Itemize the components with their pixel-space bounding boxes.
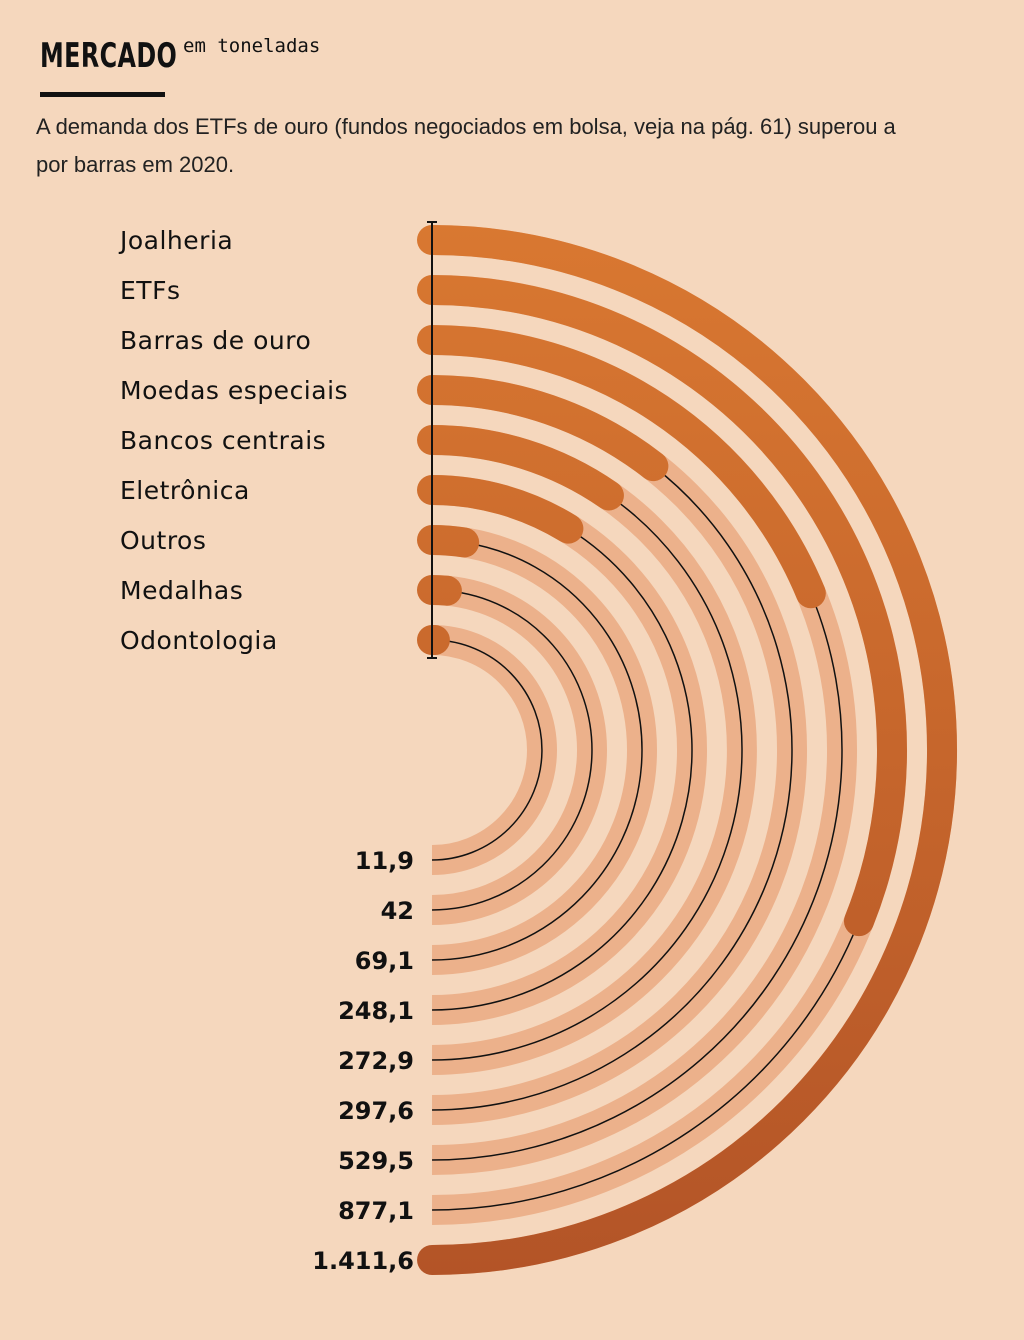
category-label: Moedas especiais — [120, 376, 348, 405]
value-label: 272,9 — [338, 1047, 414, 1075]
category-label: Outros — [120, 526, 206, 555]
leader-line — [432, 465, 793, 1111]
category-label: Eletrônica — [120, 476, 250, 505]
axis-group — [427, 221, 437, 659]
bar-arc — [417, 575, 462, 606]
bar-arc — [417, 375, 669, 482]
leader-line — [432, 589, 593, 911]
chart-title: MERCADO — [40, 36, 178, 76]
value-label: 69,1 — [355, 947, 414, 975]
leader-line — [432, 494, 743, 1061]
bar-group — [417, 225, 958, 1275]
title-underline — [40, 92, 165, 97]
bar-arc — [417, 325, 826, 609]
bar-arc — [417, 525, 480, 558]
leader-line — [432, 592, 843, 1161]
bar-arc — [417, 225, 958, 1275]
unit-label: em toneladas — [183, 35, 321, 57]
value-label: 297,6 — [338, 1097, 414, 1125]
value-label: 529,5 — [338, 1147, 414, 1175]
value-label: 42 — [381, 897, 414, 925]
bar-arc — [417, 475, 584, 544]
category-label: Odontologia — [120, 626, 278, 655]
value-label: 1.411,6 — [312, 1247, 414, 1275]
leader-group — [432, 465, 860, 1211]
value-label: 11,9 — [355, 847, 414, 875]
bar-arc — [417, 275, 907, 937]
leader-line — [432, 920, 860, 1211]
chart-subtitle: A demanda dos ETFs de ouro (fundos negoc… — [36, 114, 896, 177]
leader-line — [432, 541, 643, 961]
value-label: 877,1 — [338, 1197, 414, 1225]
bar-arc — [417, 425, 624, 511]
category-label: Medalhas — [120, 576, 243, 605]
track-arc — [431, 625, 557, 875]
value-label: 248,1 — [338, 997, 414, 1025]
category-label: Bancos centrais — [120, 426, 326, 455]
category-label: ETFs — [120, 276, 180, 305]
category-label-group: Joalheria ETFs Barras de ouro Moedas especi… — [118, 226, 348, 655]
leader-line — [432, 528, 693, 1011]
category-label: Joalheria — [118, 226, 233, 255]
category-label: Barras de ouro — [120, 326, 311, 355]
leader-line — [432, 639, 543, 861]
value-label-group: 1.411,6 877,1 529,5 297,6 272,9 248,1 69,1 42 11… — [312, 847, 414, 1275]
